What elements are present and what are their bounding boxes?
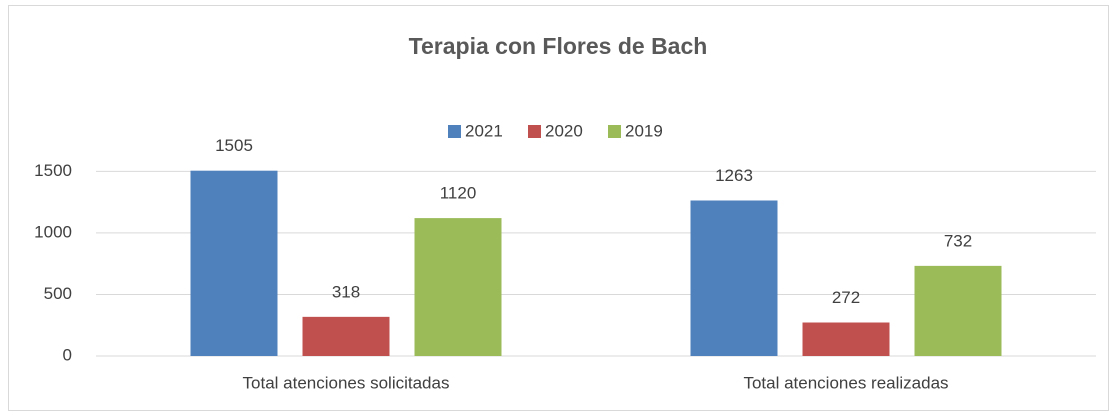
data-label: 1120: [440, 184, 477, 203]
data-label: 1263: [715, 166, 753, 185]
y-tick-label: 1500: [34, 161, 72, 180]
y-tick-label: 1000: [34, 222, 72, 241]
legend-label: 2019: [625, 121, 663, 140]
data-label: 272: [832, 288, 860, 307]
bar: [414, 218, 502, 356]
y-tick-label: 500: [44, 284, 72, 303]
bar: [190, 170, 278, 356]
legend-swatch: [448, 125, 461, 138]
legend-swatch: [608, 125, 621, 138]
data-label: 1505: [215, 136, 253, 155]
chart-title: Terapia con Flores de Bach: [409, 33, 708, 59]
data-label: 732: [944, 231, 972, 250]
x-tick-label: Total atenciones realizadas: [743, 373, 948, 392]
data-label: 318: [332, 282, 360, 301]
bar: [302, 316, 390, 356]
bar: [690, 200, 778, 356]
legend-label: 2021: [465, 121, 503, 140]
bar: [802, 322, 890, 356]
y-tick-label: 0: [63, 345, 72, 364]
x-tick-label: Total atenciones solicitadas: [243, 373, 450, 392]
legend-swatch: [528, 125, 541, 138]
legend-label: 2020: [545, 121, 583, 140]
bar: [914, 265, 1002, 356]
